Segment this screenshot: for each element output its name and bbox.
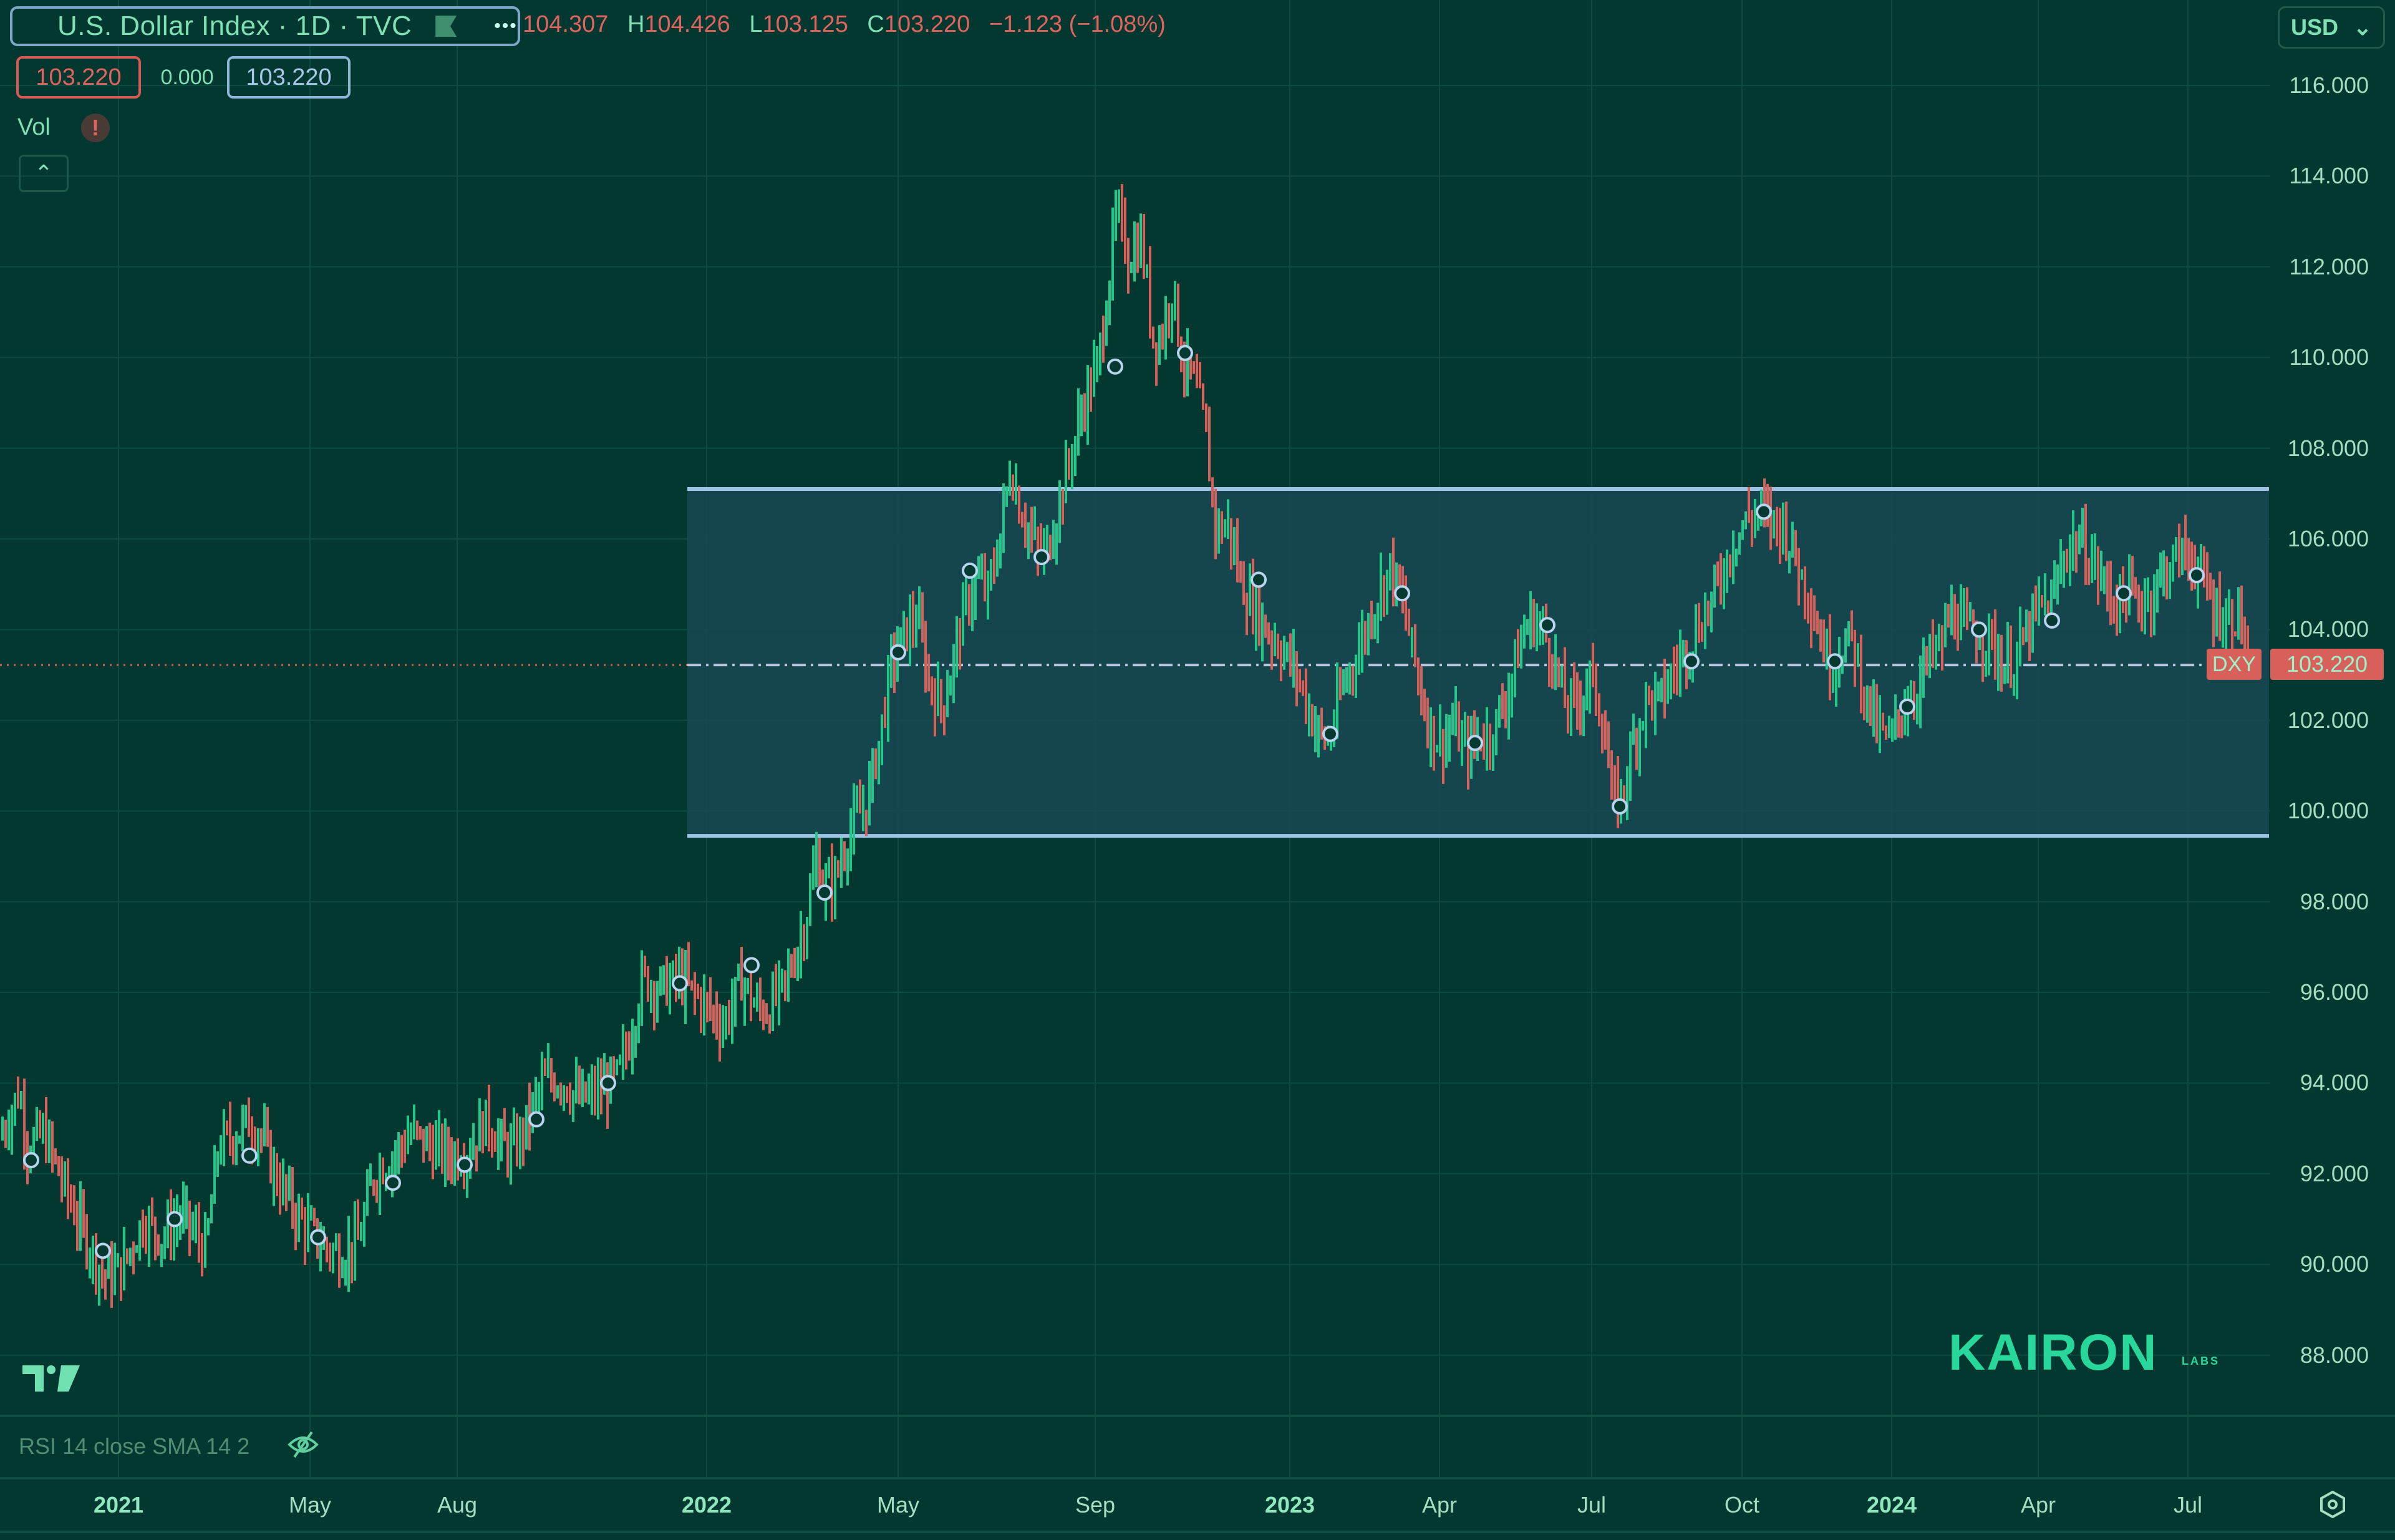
price-axis-label: 104.000 <box>2287 616 2369 642</box>
ohlc-values: 104.307 H104.426 L103.125 C103.220 −1.12… <box>523 11 1166 38</box>
high-key: H <box>627 11 645 37</box>
chevron-down-icon: ⌄ <box>2353 14 2372 40</box>
symbol-title: U.S. Dollar Index · 1D · TVC <box>57 11 412 41</box>
time-axis-label: 2023 <box>1264 1492 1315 1518</box>
time-axis-label: Oct <box>1724 1492 1760 1518</box>
settings-icon[interactable] <box>2319 1491 2346 1518</box>
time-axis-label: Sep <box>1075 1492 1116 1518</box>
high-value: 104.426 <box>644 11 730 37</box>
time-axis-label: 2024 <box>1866 1492 1917 1518</box>
price-axis-label: 114.000 <box>2289 163 2369 189</box>
price-axis-label: 100.000 <box>2287 798 2369 824</box>
price-axis-label: 98.000 <box>2300 888 2369 914</box>
currency-dropdown[interactable]: USD ⌄ <box>2278 6 2385 49</box>
price-axis-label: 96.000 <box>2300 979 2369 1005</box>
flag-icon[interactable] <box>435 16 457 37</box>
price-axis-label: 110.000 <box>2289 344 2369 370</box>
sell-price-box[interactable]: 103.220 <box>16 56 141 99</box>
change-value: −1.123 (−1.08%) <box>989 11 1166 37</box>
time-axis-label: Aug <box>437 1492 478 1518</box>
ohlc-bars <box>1 184 2249 1308</box>
pivot-markers <box>23 344 2205 1259</box>
price-axis-label: 108.000 <box>2287 435 2369 461</box>
price-axis-label: 102.000 <box>2287 707 2369 733</box>
time-axis-label: Jul <box>2173 1492 2203 1518</box>
spread-value: 0.000 <box>160 65 214 89</box>
currency-label: USD <box>2291 14 2339 40</box>
rsi-indicator-label[interactable]: RSI 14 close SMA 14 2 <box>19 1433 250 1459</box>
time-axis-label: May <box>876 1492 920 1518</box>
price-axis-label: 116.000 <box>2289 72 2369 98</box>
price-axis-label: 106.000 <box>2287 526 2369 551</box>
symbol-title-box[interactable]: U.S. Dollar Index · 1D · TVC ••• <box>10 6 520 46</box>
open-value: 104.307 <box>523 11 609 37</box>
kairon-labs-watermark: LABS <box>2182 1355 2220 1367</box>
collapse-legend-button[interactable]: ⌃ <box>19 155 69 192</box>
tradingview-logo-icon[interactable] <box>22 1363 81 1394</box>
kairon-watermark: KAIRON <box>1948 1324 2158 1381</box>
time-axis-label: Apr <box>1421 1492 1458 1518</box>
close-value: 103.220 <box>884 11 970 37</box>
low-key: L <box>749 11 763 37</box>
time-axis-label: May <box>288 1492 332 1518</box>
price-axis-label: 92.000 <box>2300 1160 2369 1186</box>
time-axis-label: 2021 <box>93 1492 144 1518</box>
buy-price-box[interactable]: 103.220 <box>227 56 351 99</box>
price-axis-label: 88.000 <box>2300 1342 2369 1368</box>
price-axis-label: 94.000 <box>2300 1070 2369 1096</box>
more-options-icon[interactable]: ••• <box>494 16 518 36</box>
price-axis-label: 90.000 <box>2300 1251 2369 1277</box>
eye-off-icon[interactable] <box>287 1428 319 1461</box>
last-price-tag: 103.220 <box>2270 649 2384 680</box>
close-key: C <box>867 11 884 37</box>
time-axis-label: Jul <box>1577 1492 1607 1518</box>
time-axis-label: Apr <box>2020 1492 2056 1518</box>
volume-indicator-label[interactable]: Vol <box>17 114 51 140</box>
warning-icon[interactable]: ! <box>81 114 110 142</box>
range-rectangle-drawing[interactable] <box>687 489 2269 836</box>
time-axis-label: 2022 <box>681 1492 732 1518</box>
price-axis-label: 112.000 <box>2289 253 2369 279</box>
low-value: 103.125 <box>762 11 848 37</box>
ticker-tag: DXY <box>2207 649 2262 680</box>
